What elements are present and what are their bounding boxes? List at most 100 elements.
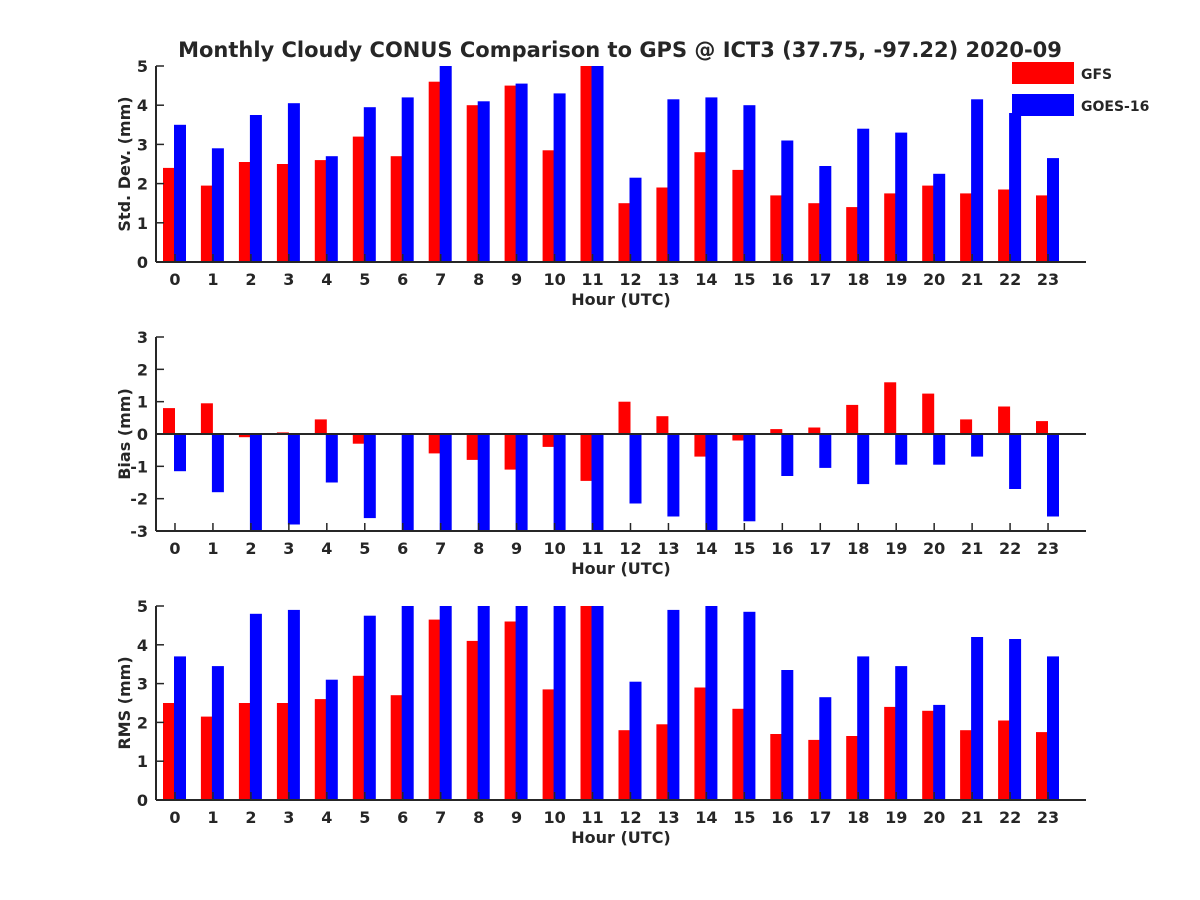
bar-goes16-hour-17 bbox=[819, 434, 832, 468]
bar-goes16-hour-11 bbox=[591, 434, 604, 531]
bar-gfs-hour-13 bbox=[656, 187, 669, 262]
x-tick-label: 6 bbox=[397, 270, 408, 289]
x-tick-label: 7 bbox=[435, 270, 446, 289]
bar-gfs-hour-4 bbox=[314, 699, 327, 800]
x-tick-label: 17 bbox=[809, 808, 831, 827]
bar-gfs-hour-23 bbox=[1036, 421, 1048, 434]
y-tick-label: 0 bbox=[137, 425, 148, 444]
bar-goes16-hour-17 bbox=[819, 697, 832, 800]
y-tick-label: 0 bbox=[137, 791, 148, 810]
bar-gfs-hour-3 bbox=[276, 164, 289, 262]
x-tick-label: 7 bbox=[435, 808, 446, 827]
bar-gfs-hour-8 bbox=[466, 434, 479, 460]
x-tick-label: 22 bbox=[999, 539, 1021, 558]
x-tick-label: 16 bbox=[771, 808, 793, 827]
bar-gfs-hour-15 bbox=[732, 708, 745, 800]
x-tick-label: 13 bbox=[657, 270, 679, 289]
x-tick-label: 14 bbox=[695, 808, 717, 827]
x-tick-label: 22 bbox=[999, 808, 1021, 827]
bar-gfs-hour-9 bbox=[504, 621, 517, 800]
legend-label-goes16: GOES-16 bbox=[1081, 99, 1149, 115]
x-tick-label: 7 bbox=[435, 539, 446, 558]
x-tick-label: 21 bbox=[961, 808, 983, 827]
bar-goes16-hour-4 bbox=[325, 434, 338, 483]
x-axis-label: Hour (UTC) bbox=[571, 559, 671, 578]
chart-legend: GFS GOES-16 bbox=[1012, 62, 1149, 116]
bar-goes16-hour-20 bbox=[933, 434, 946, 465]
bar-goes16-hour-15 bbox=[743, 105, 756, 262]
bar-gfs-hour-6 bbox=[390, 695, 403, 800]
bar-goes16-hour-9 bbox=[515, 434, 528, 531]
bar-gfs-hour-11 bbox=[580, 606, 593, 800]
bar-goes16-hour-5 bbox=[363, 434, 376, 519]
bar-goes16-hour-19 bbox=[895, 132, 908, 262]
bar-goes16-hour-2 bbox=[249, 115, 262, 262]
bar-goes16-hour-13 bbox=[667, 609, 680, 800]
x-tick-label: 9 bbox=[511, 539, 522, 558]
bar-goes16-hour-3 bbox=[287, 609, 300, 800]
bar-goes16-hour-3 bbox=[287, 434, 300, 525]
bar-goes16-hour-4 bbox=[325, 679, 338, 800]
bar-gfs-hour-17 bbox=[808, 427, 821, 434]
y-tick-label: 3 bbox=[137, 328, 148, 347]
x-tick-label: 2 bbox=[245, 270, 256, 289]
bar-gfs-hour-10 bbox=[542, 150, 555, 262]
bar-goes16-hour-8 bbox=[477, 101, 490, 262]
bar-goes16-hour-1 bbox=[211, 666, 224, 800]
bar-goes16-hour-16 bbox=[781, 434, 794, 476]
y-tick-label: -1 bbox=[130, 457, 148, 476]
x-tick-label: 21 bbox=[961, 539, 983, 558]
bar-gfs-hour-2 bbox=[238, 703, 251, 800]
x-tick-label: 5 bbox=[359, 270, 370, 289]
bar-goes16-hour-23 bbox=[1047, 434, 1059, 517]
bar-gfs-hour-1 bbox=[200, 403, 213, 434]
bar-gfs-hour-22 bbox=[998, 720, 1011, 800]
bar-gfs-hour-10 bbox=[542, 434, 555, 447]
x-tick-label: 9 bbox=[511, 808, 522, 827]
bar-gfs-hour-8 bbox=[466, 105, 479, 262]
y-tick-label: 0 bbox=[137, 253, 148, 272]
bar-gfs-hour-1 bbox=[200, 716, 213, 800]
y-tick-label: 1 bbox=[137, 752, 148, 771]
x-tick-label: 10 bbox=[543, 270, 565, 289]
bar-goes16-hour-14 bbox=[705, 606, 718, 800]
bar-gfs-hour-23 bbox=[1036, 195, 1048, 262]
y-axis-label: Bias (mm) bbox=[115, 388, 134, 480]
bar-goes16-hour-3 bbox=[287, 103, 300, 262]
bar-goes16-hour-21 bbox=[971, 99, 984, 262]
x-tick-label: 3 bbox=[283, 808, 294, 827]
bar-goes16-hour-8 bbox=[477, 606, 490, 800]
x-tick-label: 2 bbox=[245, 539, 256, 558]
x-tick-label: 14 bbox=[695, 539, 717, 558]
x-tick-label: 1 bbox=[207, 270, 218, 289]
x-tick-label: 20 bbox=[923, 808, 945, 827]
bar-gfs-hour-3 bbox=[276, 703, 289, 800]
bar-gfs-hour-18 bbox=[846, 736, 859, 800]
bar-gfs-hour-0 bbox=[163, 408, 175, 434]
y-tick-label: 1 bbox=[137, 393, 148, 412]
x-tick-label: 4 bbox=[321, 539, 332, 558]
bar-goes16-hour-1 bbox=[211, 148, 224, 262]
x-tick-label: 23 bbox=[1037, 539, 1059, 558]
bar-gfs-hour-5 bbox=[352, 675, 365, 800]
x-tick-label: 16 bbox=[771, 539, 793, 558]
bar-goes16-hour-21 bbox=[971, 637, 984, 800]
bar-goes16-hour-23 bbox=[1047, 158, 1059, 262]
y-axis-label: RMS (mm) bbox=[115, 656, 134, 749]
bar-goes16-hour-9 bbox=[515, 606, 528, 800]
bar-gfs-hour-12 bbox=[618, 203, 631, 262]
x-tick-label: 14 bbox=[695, 270, 717, 289]
y-tick-label: 3 bbox=[137, 135, 148, 154]
x-tick-label: 5 bbox=[359, 808, 370, 827]
bar-gfs-hour-5 bbox=[352, 434, 365, 444]
bar-goes16-hour-18 bbox=[857, 128, 870, 262]
bar-gfs-hour-1 bbox=[200, 185, 213, 262]
bar-gfs-hour-0 bbox=[163, 167, 175, 262]
bar-gfs-hour-16 bbox=[770, 734, 783, 800]
bar-gfs-hour-13 bbox=[656, 416, 669, 434]
bar-goes16-hour-20 bbox=[933, 173, 946, 262]
bar-goes16-hour-12 bbox=[629, 681, 642, 800]
x-tick-label: 21 bbox=[961, 270, 983, 289]
y-tick-label: 2 bbox=[137, 713, 148, 732]
x-tick-label: 8 bbox=[473, 539, 484, 558]
